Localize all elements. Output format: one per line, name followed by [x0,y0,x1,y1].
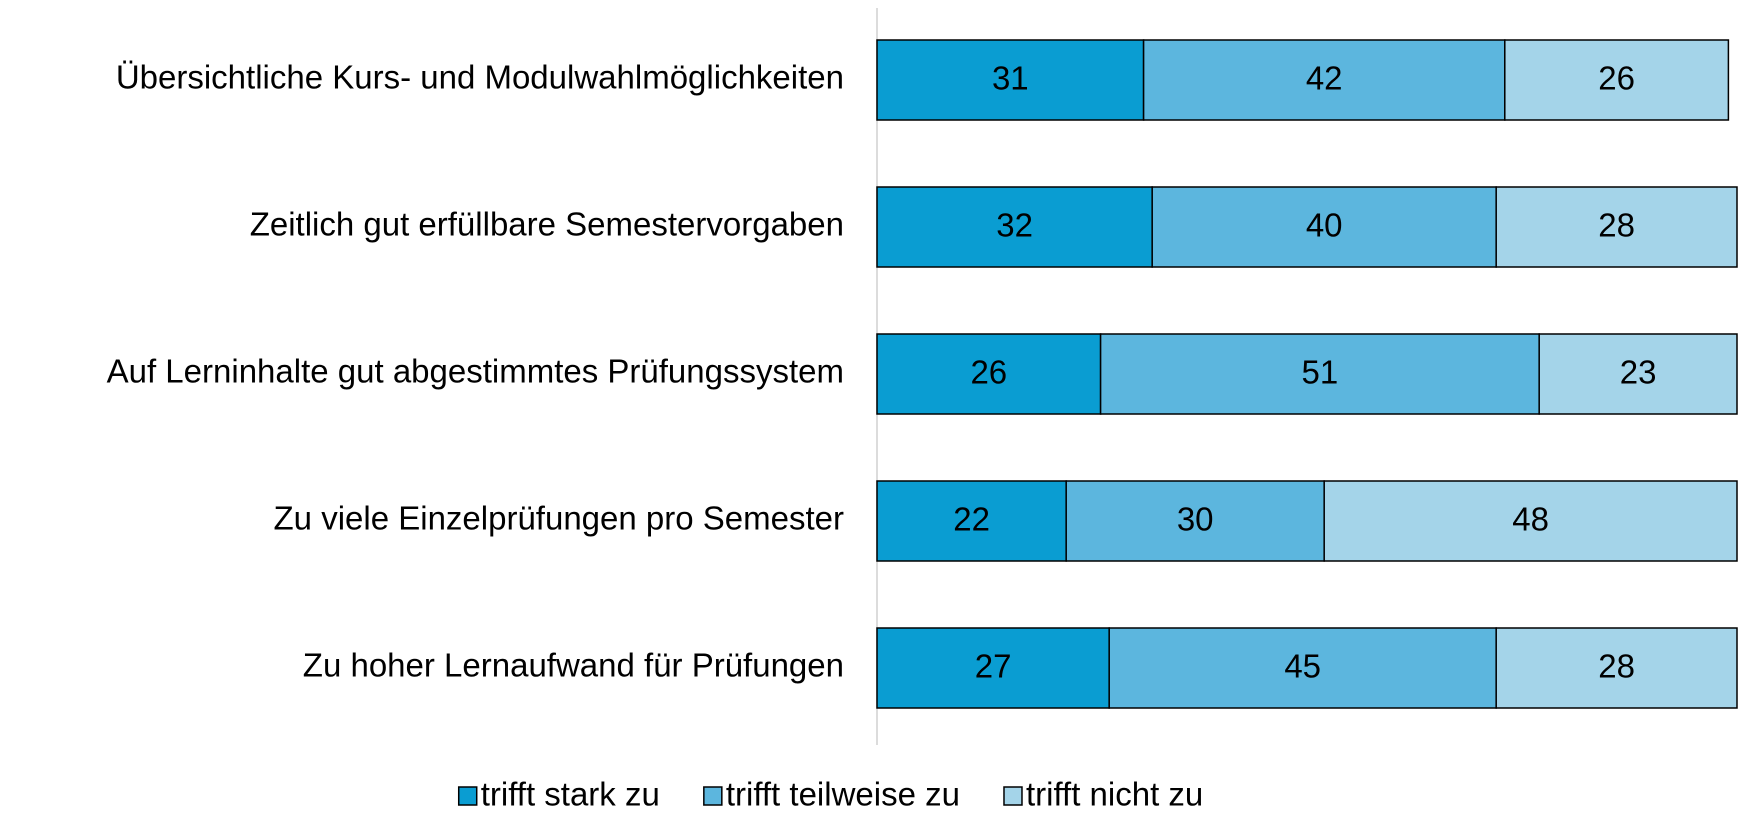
bar-segment [876,627,1110,709]
legend-swatch [457,786,478,806]
data-label: 27 [975,648,1012,685]
data-label: 48 [1512,501,1549,538]
bar-segment [1538,333,1738,415]
data-label: 22 [953,501,990,538]
category-label: Zu hoher Lernaufwand für Prüfungen [303,647,844,684]
data-label: 26 [970,354,1007,391]
data-label: 28 [1598,207,1635,244]
legend-swatch [703,786,723,806]
data-label: 30 [1177,501,1214,538]
bar-segment [1065,480,1325,562]
bar-segment [1099,333,1540,415]
legend-label: trifft stark zu [481,776,660,813]
category-label: Übersichtliche Kurs- und Modulwahlmöglic… [116,59,844,96]
bar-segment [1323,480,1738,562]
bar-segment [1495,627,1738,709]
category-label: Zeitlich gut erfüllbare Semestervorgaben [250,206,844,243]
bar-segment [1495,186,1738,268]
data-label: 23 [1620,354,1657,391]
data-label: 51 [1302,354,1339,391]
data-label: 42 [1306,60,1343,97]
bar-segment [876,480,1067,562]
data-label: 40 [1306,207,1343,244]
category-label: Zu viele Einzelprüfungen pro Semester [274,500,844,537]
data-label: 32 [996,207,1033,244]
bar-segment [1504,39,1730,121]
data-label: 26 [1598,60,1635,97]
bar-segment [876,39,1145,121]
legend-swatch [1003,786,1023,806]
data-label: 28 [1598,648,1635,685]
data-label: 45 [1284,648,1321,685]
category-label: Auf Lerninhalte gut abgestimmtes Prüfung… [107,353,844,390]
bar-segment [1142,39,1506,121]
data-label: 31 [992,60,1029,97]
bar-segment [1108,627,1497,709]
legend-label: trifft teilweise zu [726,776,960,813]
legend-label: trifft nicht zu [1026,776,1203,813]
